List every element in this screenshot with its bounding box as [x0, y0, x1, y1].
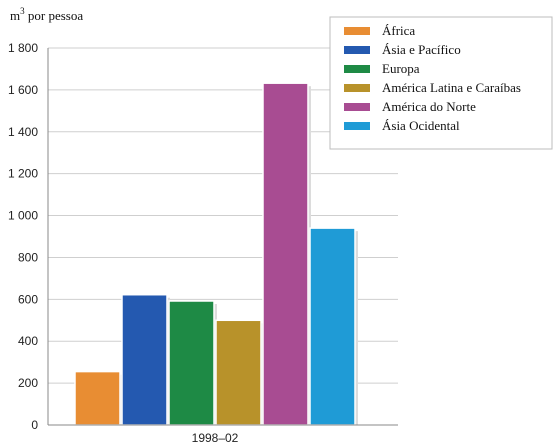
legend-label: África — [382, 23, 415, 38]
y-axis-label: m3 por pessoa — [10, 6, 83, 23]
y-tick-label: 600 — [18, 292, 38, 306]
bar — [262, 82, 309, 426]
x-tick-label: 1998–02 — [192, 431, 239, 445]
bars — [74, 82, 358, 426]
legend-label: Ásia e Pacífico — [382, 42, 461, 57]
bar — [215, 319, 262, 426]
legend-swatch — [344, 46, 370, 54]
y-tick-label: 800 — [18, 250, 38, 264]
gridlines — [48, 47, 398, 384]
legend-label: Ásia Ocidental — [382, 118, 460, 133]
legend: África Ásia e Pacífico Europa América Latin… — [329, 16, 553, 150]
legend-swatch — [344, 122, 370, 130]
y-tick-label: 0 — [31, 418, 38, 432]
legend-swatch — [344, 65, 370, 73]
y-axis-ticks: 0 200 400 600 800 1 000 1 200 1 400 1 600 1 800 — [8, 41, 38, 432]
bar — [168, 300, 215, 426]
axes — [47, 48, 398, 426]
x-axis-ticks: 1998–02 — [192, 431, 239, 445]
y-tick-label: 200 — [18, 376, 38, 390]
y-tick-label: 1 600 — [8, 83, 38, 97]
bar — [309, 227, 356, 426]
y-tick-label: 400 — [18, 334, 38, 348]
y-tick-label: 1 000 — [8, 209, 38, 223]
legend-label: América Latina e Caraíbas — [382, 80, 521, 95]
y-tick-label: 1 800 — [8, 41, 38, 55]
y-tick-label: 1 200 — [8, 167, 38, 181]
legend-swatch — [344, 103, 370, 111]
legend-label: América do Norte — [382, 99, 476, 114]
bar — [121, 293, 168, 426]
legend-swatch — [344, 84, 370, 92]
legend-swatch — [344, 27, 370, 35]
bar — [74, 370, 121, 426]
y-tick-label: 1 400 — [8, 125, 38, 139]
legend-label: Europa — [382, 61, 420, 76]
